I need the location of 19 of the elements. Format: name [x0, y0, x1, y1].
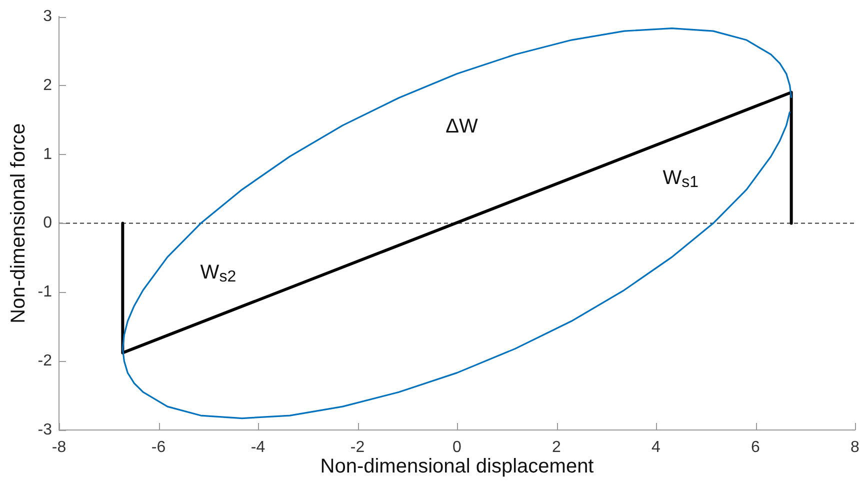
- y-tick-label: 2: [43, 76, 52, 94]
- x-tick-label: 6: [751, 439, 760, 456]
- x-tick-label: 8: [850, 439, 860, 456]
- x-tick-label: 0: [452, 439, 462, 456]
- x-axis-title: Non-dimensional displacement: [320, 456, 594, 478]
- y-axis-title: Non-dimensional force: [8, 123, 30, 324]
- y-tick-label: 1: [43, 146, 52, 163]
- y-tick-label: -2: [38, 352, 52, 370]
- y-tick-label: 3: [43, 8, 52, 26]
- x-tick-label: -4: [250, 439, 266, 456]
- y-tick-label: -3: [38, 421, 52, 438]
- x-tick-label: -6: [151, 439, 166, 456]
- x-tick-label: 4: [652, 439, 661, 456]
- x-tick-label: -2: [350, 439, 365, 456]
- y-tick-label: 0: [43, 214, 52, 232]
- y-tick-label: -1: [38, 284, 52, 301]
- x-tick-label: 2: [552, 439, 562, 456]
- annotation: ΔW: [446, 115, 478, 138]
- x-tick-label: -8: [52, 439, 66, 456]
